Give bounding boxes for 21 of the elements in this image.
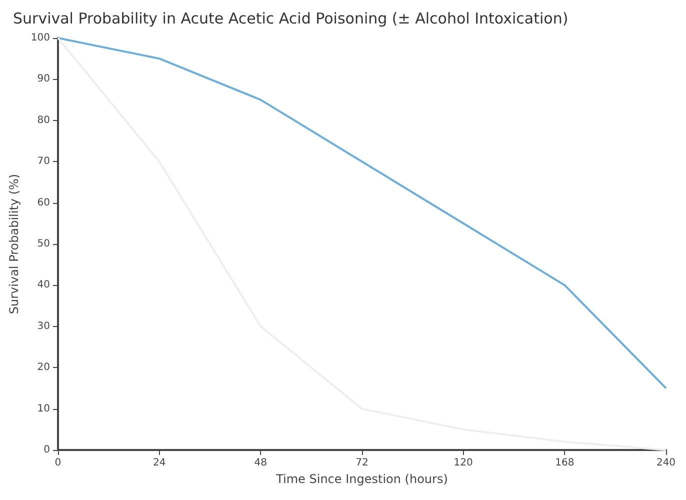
- x-tick-label: 72: [356, 458, 368, 468]
- x-axis-title: Time Since Ingestion (hours): [275, 472, 448, 486]
- x-tick-label: 168: [555, 458, 574, 468]
- y-tick-label: 70: [37, 156, 50, 168]
- y-tick-label: 50: [37, 238, 50, 250]
- y-tick-label: 90: [37, 74, 50, 85]
- x-tick-label: 48: [254, 458, 268, 468]
- y-tick-label: 60: [37, 197, 50, 208]
- x-tick-label: 0: [54, 458, 62, 468]
- x-tick-label: 240: [656, 458, 676, 468]
- y-tick-label: 80: [37, 114, 50, 126]
- y-tick-label: 40: [37, 280, 50, 291]
- chart-title: Survival Probability in Acute Acetic Acid Poisoning (± Alcohol Intoxication): [13, 10, 568, 28]
- x-tick-label: 120: [454, 458, 473, 468]
- y-tick-label: 0: [44, 444, 50, 456]
- y-tick-label: 30: [37, 320, 50, 332]
- y-axis-title: Survival Probability (%): [7, 174, 21, 314]
- y-tick-label: 20: [37, 362, 50, 374]
- y-tick-label: 100: [30, 32, 50, 44]
- x-tick-label: 24: [152, 458, 166, 468]
- y-tick-label: 10: [37, 403, 50, 414]
